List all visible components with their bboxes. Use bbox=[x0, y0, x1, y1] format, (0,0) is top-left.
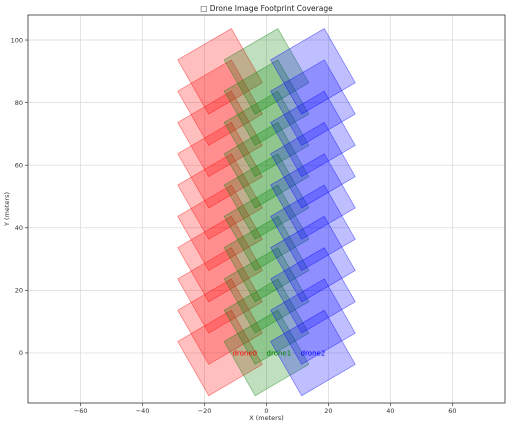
chart-title: □ Drone Image Footprint Coverage bbox=[200, 4, 333, 13]
footprint-drone2 bbox=[270, 122, 356, 209]
y-tick-label: 80 bbox=[15, 99, 23, 107]
x-axis-label: X (meters) bbox=[249, 414, 284, 422]
footprint-drone2 bbox=[270, 215, 356, 303]
footprint-drone2 bbox=[270, 184, 356, 271]
drone-label-drone2: drone2 bbox=[301, 349, 326, 357]
tick-layer: −60 −40 −20 0 20 40 60 0 20 40 60 80 100 bbox=[11, 36, 457, 415]
footprint-drone2 bbox=[270, 153, 356, 240]
footprint-drone2 bbox=[270, 59, 356, 146]
y-tick-label: 100 bbox=[11, 36, 23, 44]
footprint-drone2 bbox=[270, 90, 356, 178]
y-tick-label: 60 bbox=[15, 161, 23, 169]
drone-label-drone1: drone1 bbox=[267, 349, 292, 357]
x-tick-label: −40 bbox=[136, 407, 150, 415]
footprint-layer bbox=[177, 28, 356, 397]
x-tick-label: 0 bbox=[264, 407, 268, 415]
x-tick-label: 20 bbox=[324, 407, 332, 415]
y-tick-label: 20 bbox=[15, 287, 23, 295]
footprint-drone2 bbox=[270, 278, 356, 365]
x-tick-label: −60 bbox=[74, 407, 88, 415]
y-tick-label: 40 bbox=[15, 224, 23, 232]
y-tick-label: 0 bbox=[19, 349, 23, 357]
footprint-drone2 bbox=[270, 309, 356, 397]
x-tick-label: 60 bbox=[448, 407, 456, 415]
x-tick-label: −20 bbox=[198, 407, 212, 415]
grid-layer bbox=[28, 15, 505, 403]
footprint-drone2 bbox=[270, 247, 356, 334]
footprint-drone2 bbox=[270, 28, 356, 115]
x-tick-label: 40 bbox=[386, 407, 394, 415]
drone-label-layer: drone0 drone1 drone2 bbox=[232, 349, 325, 357]
y-axis-label: Y (meters) bbox=[3, 192, 11, 227]
drone-label-drone0: drone0 bbox=[232, 349, 257, 357]
